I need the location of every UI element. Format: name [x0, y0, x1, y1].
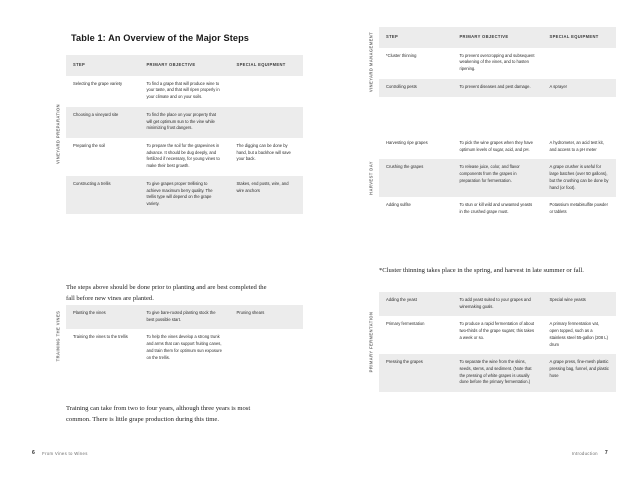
table-row: Crushing the grapes To release juice, co…: [379, 159, 616, 198]
cell-objective: To add yeast suited to your grapes and w…: [452, 292, 543, 317]
section-vineyard-management: VINEYARD MANAGEMENT STEP PRIMARY OBJECTI…: [362, 27, 616, 97]
steps-table: STEP PRIMARY OBJECTIVE SPECIAL EQUIPMENT…: [379, 27, 616, 97]
cell-step: Planting the vines: [66, 305, 140, 330]
cell-objective: To pick the wine grapes when they have o…: [452, 135, 543, 160]
column-header-objective: PRIMARY OBJECTIVE: [452, 27, 543, 48]
steps-table: Harvesting ripe grapes To pick the wine …: [379, 135, 616, 222]
footer-left: 6 From Vines to Wines: [32, 450, 88, 456]
page-number: 6: [32, 450, 36, 456]
steps-table: STEP PRIMARY OBJECTIVE SPECIAL EQUIPMENT…: [66, 55, 303, 214]
footer-title: Introduction: [571, 450, 598, 456]
steps-table: Adding the yeast To add yeast suited to …: [379, 292, 616, 393]
column-header-equipment: SPECIAL EQUIPMENT: [229, 55, 303, 76]
cell-equipment: [229, 329, 303, 368]
cell-equipment: A sprayer: [542, 78, 616, 97]
section-primary-fermentation: PRIMARY FERMENTATION Adding the yeast To…: [362, 292, 616, 393]
section-side-label: VINEYARD MANAGEMENT: [362, 27, 379, 97]
note-after-second-table: Training can take from two to four years…: [66, 405, 251, 423]
cell-step: Adding the yeast: [379, 292, 453, 317]
section-side-label: TRAINING THE VINES: [49, 305, 66, 367]
column-header-objective: PRIMARY OBJECTIVE: [139, 55, 230, 76]
cell-equipment: Pruning shears: [229, 305, 303, 330]
cell-objective: To release juice, color, and flavor comp…: [452, 159, 543, 198]
cell-step: Adding sulfite: [379, 197, 453, 222]
cell-objective: To give grapes proper trellising to achi…: [139, 175, 230, 214]
table-row: Controlling pests To prevent diseases an…: [379, 78, 616, 97]
column-header-equipment: SPECIAL EQUIPMENT: [542, 27, 616, 48]
cell-objective: To stun or kill wild and unwanted yeasts…: [452, 197, 543, 222]
table-row: Constructing a trellis To give grapes pr…: [66, 175, 303, 214]
cell-step: *Cluster thinning: [379, 47, 453, 79]
cell-equipment: [229, 75, 303, 107]
cell-equipment: A hydrometer, an acid test kit, and acce…: [542, 135, 616, 160]
section-side-label: PRIMARY FERMENTATION: [362, 292, 379, 392]
left-page: Table 1: An Overview of the Major Steps …: [32, 33, 303, 456]
steps-table: Planting the vines To give bare-rooted p…: [66, 305, 303, 368]
section-side-label-text: VINEYARD MANAGEMENT: [368, 31, 373, 92]
section-vineyard-preparation: VINEYARD PREPARATION STEP PRIMARY OBJECT…: [49, 55, 303, 214]
table-header-row: STEP PRIMARY OBJECTIVE SPECIAL EQUIPMENT: [66, 55, 303, 76]
table-row: Training the vines to the trellis To hel…: [66, 329, 303, 368]
section-side-label-text: TRAINING THE VINES: [55, 310, 60, 362]
note-after-first-table: The steps above should be done prior to …: [66, 284, 267, 302]
cell-equipment: Potassium metabisulfite powder or tablet…: [542, 197, 616, 222]
cell-step: Harvesting ripe grapes: [379, 135, 453, 160]
cell-step: Choosing a vineyard site: [66, 106, 140, 138]
footer-right: Introduction 7: [572, 450, 608, 456]
cell-step: Primary fermentation: [379, 316, 453, 355]
cell-objective: To prevent diseases and pest damage.: [452, 78, 543, 97]
cell-objective: To prepare the soil for the grapevines i…: [139, 137, 230, 176]
cell-equipment: A grape press, fine-mesh plastic pressin…: [542, 354, 616, 393]
cell-equipment: Special wine yeasts: [542, 292, 616, 317]
table-row: Harvesting ripe grapes To pick the wine …: [379, 135, 616, 160]
cell-step: Selecting the grape variety: [66, 75, 140, 107]
column-header-step: STEP: [66, 55, 140, 76]
table-row: Selecting the grape variety To find a gr…: [66, 75, 303, 107]
table-row: Adding the yeast To add yeast suited to …: [379, 292, 616, 317]
cell-equipment: A primary fermentation vat, open topped,…: [542, 316, 616, 355]
cell-step: Crushing the grapes: [379, 159, 453, 198]
cell-objective: To prevent overcropping and subsequent w…: [452, 47, 543, 79]
table-row: *Cluster thinning To prevent overcroppin…: [379, 47, 616, 79]
section-training-the-vines: TRAINING THE VINES Planting the vines To…: [49, 305, 303, 368]
table-row: Planting the vines To give bare-rooted p…: [66, 305, 303, 330]
column-header-step: STEP: [379, 27, 453, 48]
cell-step: Pressing the grapes: [379, 354, 453, 393]
section-side-label-text: HARVEST DAY: [368, 161, 373, 196]
section-side-label-text: PRIMARY FERMENTATION: [368, 311, 373, 373]
footer-title: From Vines to Wines: [42, 450, 88, 456]
cell-step: Controlling pests: [379, 78, 453, 97]
section-side-label: HARVEST DAY: [362, 135, 379, 222]
cell-objective: To produce a rapid fermentation of about…: [452, 316, 543, 355]
table-row: Preparing the soil To prepare the soil f…: [66, 137, 303, 176]
cell-equipment: [229, 106, 303, 138]
section-side-label: VINEYARD PREPARATION: [49, 55, 66, 214]
page-number: 7: [604, 450, 608, 456]
cell-objective: To find the place on your property that …: [139, 106, 230, 138]
table-row: Choosing a vineyard site To find the pla…: [66, 106, 303, 138]
table-row: Pressing the grapes To separate the wine…: [379, 354, 616, 393]
cell-objective: To give bare-rooted planting stock the b…: [139, 305, 230, 330]
cell-objective: To help the vines develop a strong trunk…: [139, 329, 230, 368]
table-row: Adding sulfite To stun or kill wild and …: [379, 197, 616, 222]
cell-equipment: The digging can be done by hand, but a b…: [229, 137, 303, 176]
page-title: Table 1: An Overview of the Major Steps: [71, 33, 249, 43]
cell-equipment: [542, 47, 616, 79]
cell-objective: To separate the wine from the skins, see…: [452, 354, 543, 393]
right-page: VINEYARD MANAGEMENT STEP PRIMARY OBJECTI…: [320, 0, 640, 480]
cell-step: Preparing the soil: [66, 137, 140, 176]
table-row: Primary fermentation To produce a rapid …: [379, 316, 616, 355]
cell-objective: To find a grape that will produce wine t…: [139, 75, 230, 107]
cell-equipment: A grape crusher is useful for large batc…: [542, 159, 616, 198]
cell-step: Constructing a trellis: [66, 175, 140, 214]
footnote-cluster-thinning: *Cluster thinning takes place in the spr…: [379, 267, 584, 274]
table-header-row: STEP PRIMARY OBJECTIVE SPECIAL EQUIPMENT: [379, 27, 616, 48]
section-side-label-text: VINEYARD PREPARATION: [55, 104, 60, 165]
cell-equipment: Stakes, end posts, wire, and wire anchor…: [229, 175, 303, 214]
section-harvest-day: HARVEST DAY Harvesting ripe grapes To pi…: [362, 135, 616, 222]
cell-step: Training the vines to the trellis: [66, 329, 140, 368]
